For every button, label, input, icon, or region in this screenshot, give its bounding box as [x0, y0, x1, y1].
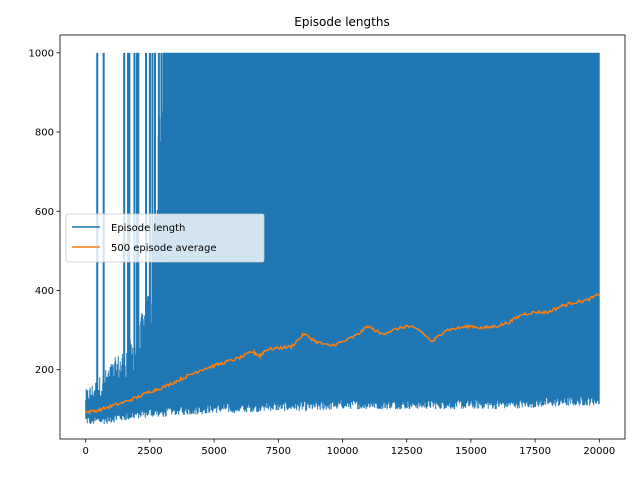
- x-tick-label: 12500: [391, 446, 423, 457]
- x-tick-label: 10000: [327, 446, 359, 457]
- y-axis: 200 400 600 800 1000: [29, 48, 60, 376]
- y-tick-label: 400: [35, 286, 54, 297]
- legend-label-episode-length: Episode length: [111, 223, 185, 234]
- x-tick-label: 0: [82, 446, 88, 457]
- legend-label-average: 500 episode average: [111, 243, 217, 254]
- x-tick-label: 2500: [137, 446, 162, 457]
- chart-title: Episode lengths: [294, 15, 389, 29]
- x-tick-label: 15000: [455, 446, 487, 457]
- x-tick-label: 17500: [519, 446, 551, 457]
- legend-box: [65, 213, 265, 263]
- x-tick-label: 7500: [266, 446, 291, 457]
- x-axis: 0 2500 5000 7500 10000 12500 15000 17500 20000: [82, 439, 615, 457]
- y-tick-label: 600: [35, 207, 54, 218]
- y-tick-label: 200: [35, 365, 54, 376]
- y-tick-label: 1000: [29, 48, 54, 59]
- series-500-episode-average: [85, 293, 600, 415]
- average-line: [85, 293, 600, 415]
- x-tick-label: 5000: [201, 446, 226, 457]
- x-tick-label: 20000: [583, 446, 615, 457]
- y-tick-label: 800: [35, 128, 54, 139]
- legend: Episode length 500 episode average: [65, 213, 265, 263]
